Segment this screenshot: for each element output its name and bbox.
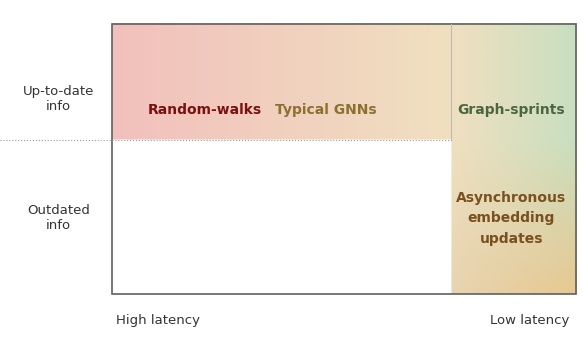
- Text: Low latency: Low latency: [490, 314, 569, 327]
- Text: High latency: High latency: [116, 314, 200, 327]
- Bar: [112, 24, 576, 294]
- Text: Graph-sprints: Graph-sprints: [457, 103, 565, 117]
- Text: Random-walks: Random-walks: [148, 103, 262, 117]
- Text: Typical GNNs: Typical GNNs: [275, 103, 376, 117]
- Text: Asynchronous
embedding
updates: Asynchronous embedding updates: [456, 191, 566, 246]
- Text: Outdated
info: Outdated info: [28, 204, 90, 232]
- Text: Up-to-date
info: Up-to-date info: [23, 86, 95, 113]
